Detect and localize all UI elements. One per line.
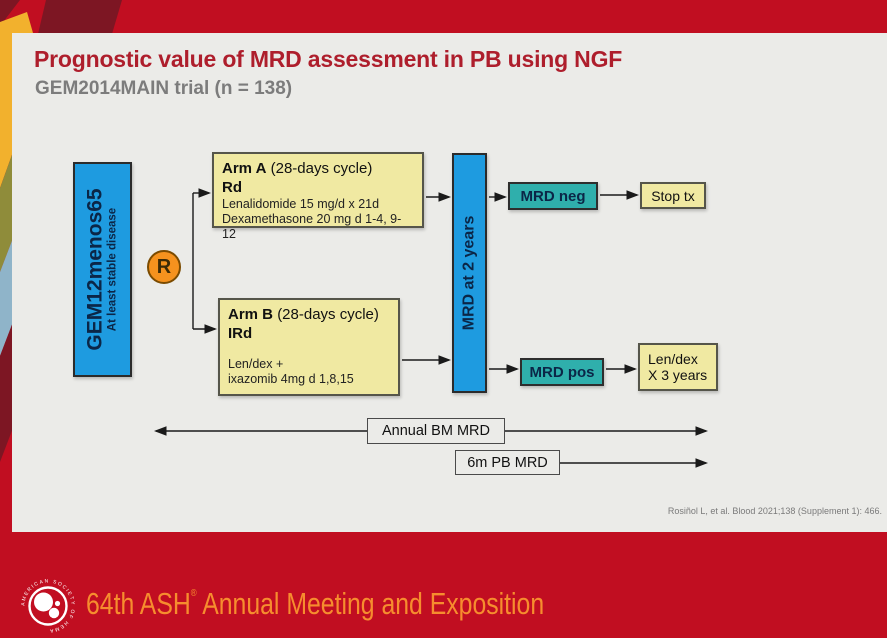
timeline-bm-box: Annual BM MRD bbox=[367, 418, 505, 444]
arm-a-drug2: Dexamethasone 20 mg d 1-4, 9-12 bbox=[222, 212, 402, 241]
page-subtitle: GEM2014MAIN trial (n = 138) bbox=[35, 78, 293, 99]
page-title: Prognostic value of MRD assessment in PB… bbox=[34, 46, 623, 72]
stop-tx-box: Stop tx bbox=[640, 182, 706, 209]
footer-title: 64th ASH® Annual Meeting and Exposition bbox=[86, 586, 544, 622]
arm-a-title: Arm A (28-days cycle) bbox=[222, 159, 414, 178]
arm-a-box: Arm A (28-days cycle) Rd Lenalidomide 15… bbox=[212, 152, 424, 241]
ash-logo-icon: AMERICAN SOCIETY OF HEMATOLOGY bbox=[20, 578, 75, 634]
arm-a-drug1: Lenalidomide 15 mg/d x 21d bbox=[222, 197, 380, 211]
arm-b-title: Arm B (28-days cycle) bbox=[228, 305, 390, 324]
arm-b-cycle: (28-days cycle) bbox=[277, 306, 379, 323]
timeline-pb-label: 6m PB MRD bbox=[467, 454, 548, 471]
arm-b-drug2: ixazomib 4mg d 1,8,15 bbox=[228, 372, 354, 386]
stop-tx-label: Stop tx bbox=[651, 187, 695, 204]
footer-title-suffix: Annual Meeting and Exposition bbox=[196, 586, 545, 621]
arm-b-drug1: Len/dex + bbox=[228, 357, 284, 371]
timeline-pb-box: 6m PB MRD bbox=[455, 450, 560, 475]
assessment-box: MRD at 2 years bbox=[452, 153, 487, 393]
mrd-neg-box: MRD neg bbox=[508, 182, 598, 210]
arm-a-cycle: (28-days cycle) bbox=[270, 160, 373, 177]
mrd-pos-label: MRD pos bbox=[529, 363, 595, 381]
randomization-label: R bbox=[156, 255, 172, 278]
enrollment-box: GEM12menos65 At least stable disease bbox=[73, 162, 132, 377]
lendex-line1: Len/dex bbox=[648, 351, 698, 367]
randomization-badge: R bbox=[147, 250, 181, 284]
registered-mark: ® bbox=[190, 588, 197, 599]
lendex-box: Len/dex X 3 years bbox=[638, 343, 718, 391]
arm-a-name: Arm A bbox=[222, 160, 267, 177]
slide-canvas: Prognostic value of MRD assessment in PB… bbox=[12, 33, 887, 532]
citation: Rosiñol L, et al. Blood 2021;138 (Supple… bbox=[667, 506, 882, 516]
arm-b-regimen: IRd bbox=[228, 325, 253, 342]
flow-arrows bbox=[153, 188, 709, 468]
footer-title-prefix: 64th ASH bbox=[86, 586, 191, 621]
mrd-neg-label: MRD neg bbox=[520, 187, 586, 205]
arm-b-box: Arm B (28-days cycle) IRd Len/dex + ixaz… bbox=[218, 298, 400, 396]
arm-b-name: Arm B bbox=[228, 306, 274, 323]
timeline-bm-label: Annual BM MRD bbox=[382, 423, 490, 439]
mrd-pos-box: MRD pos bbox=[520, 358, 604, 386]
lendex-line2: X 3 years bbox=[648, 367, 708, 383]
arm-a-regimen: Rd bbox=[222, 179, 242, 196]
